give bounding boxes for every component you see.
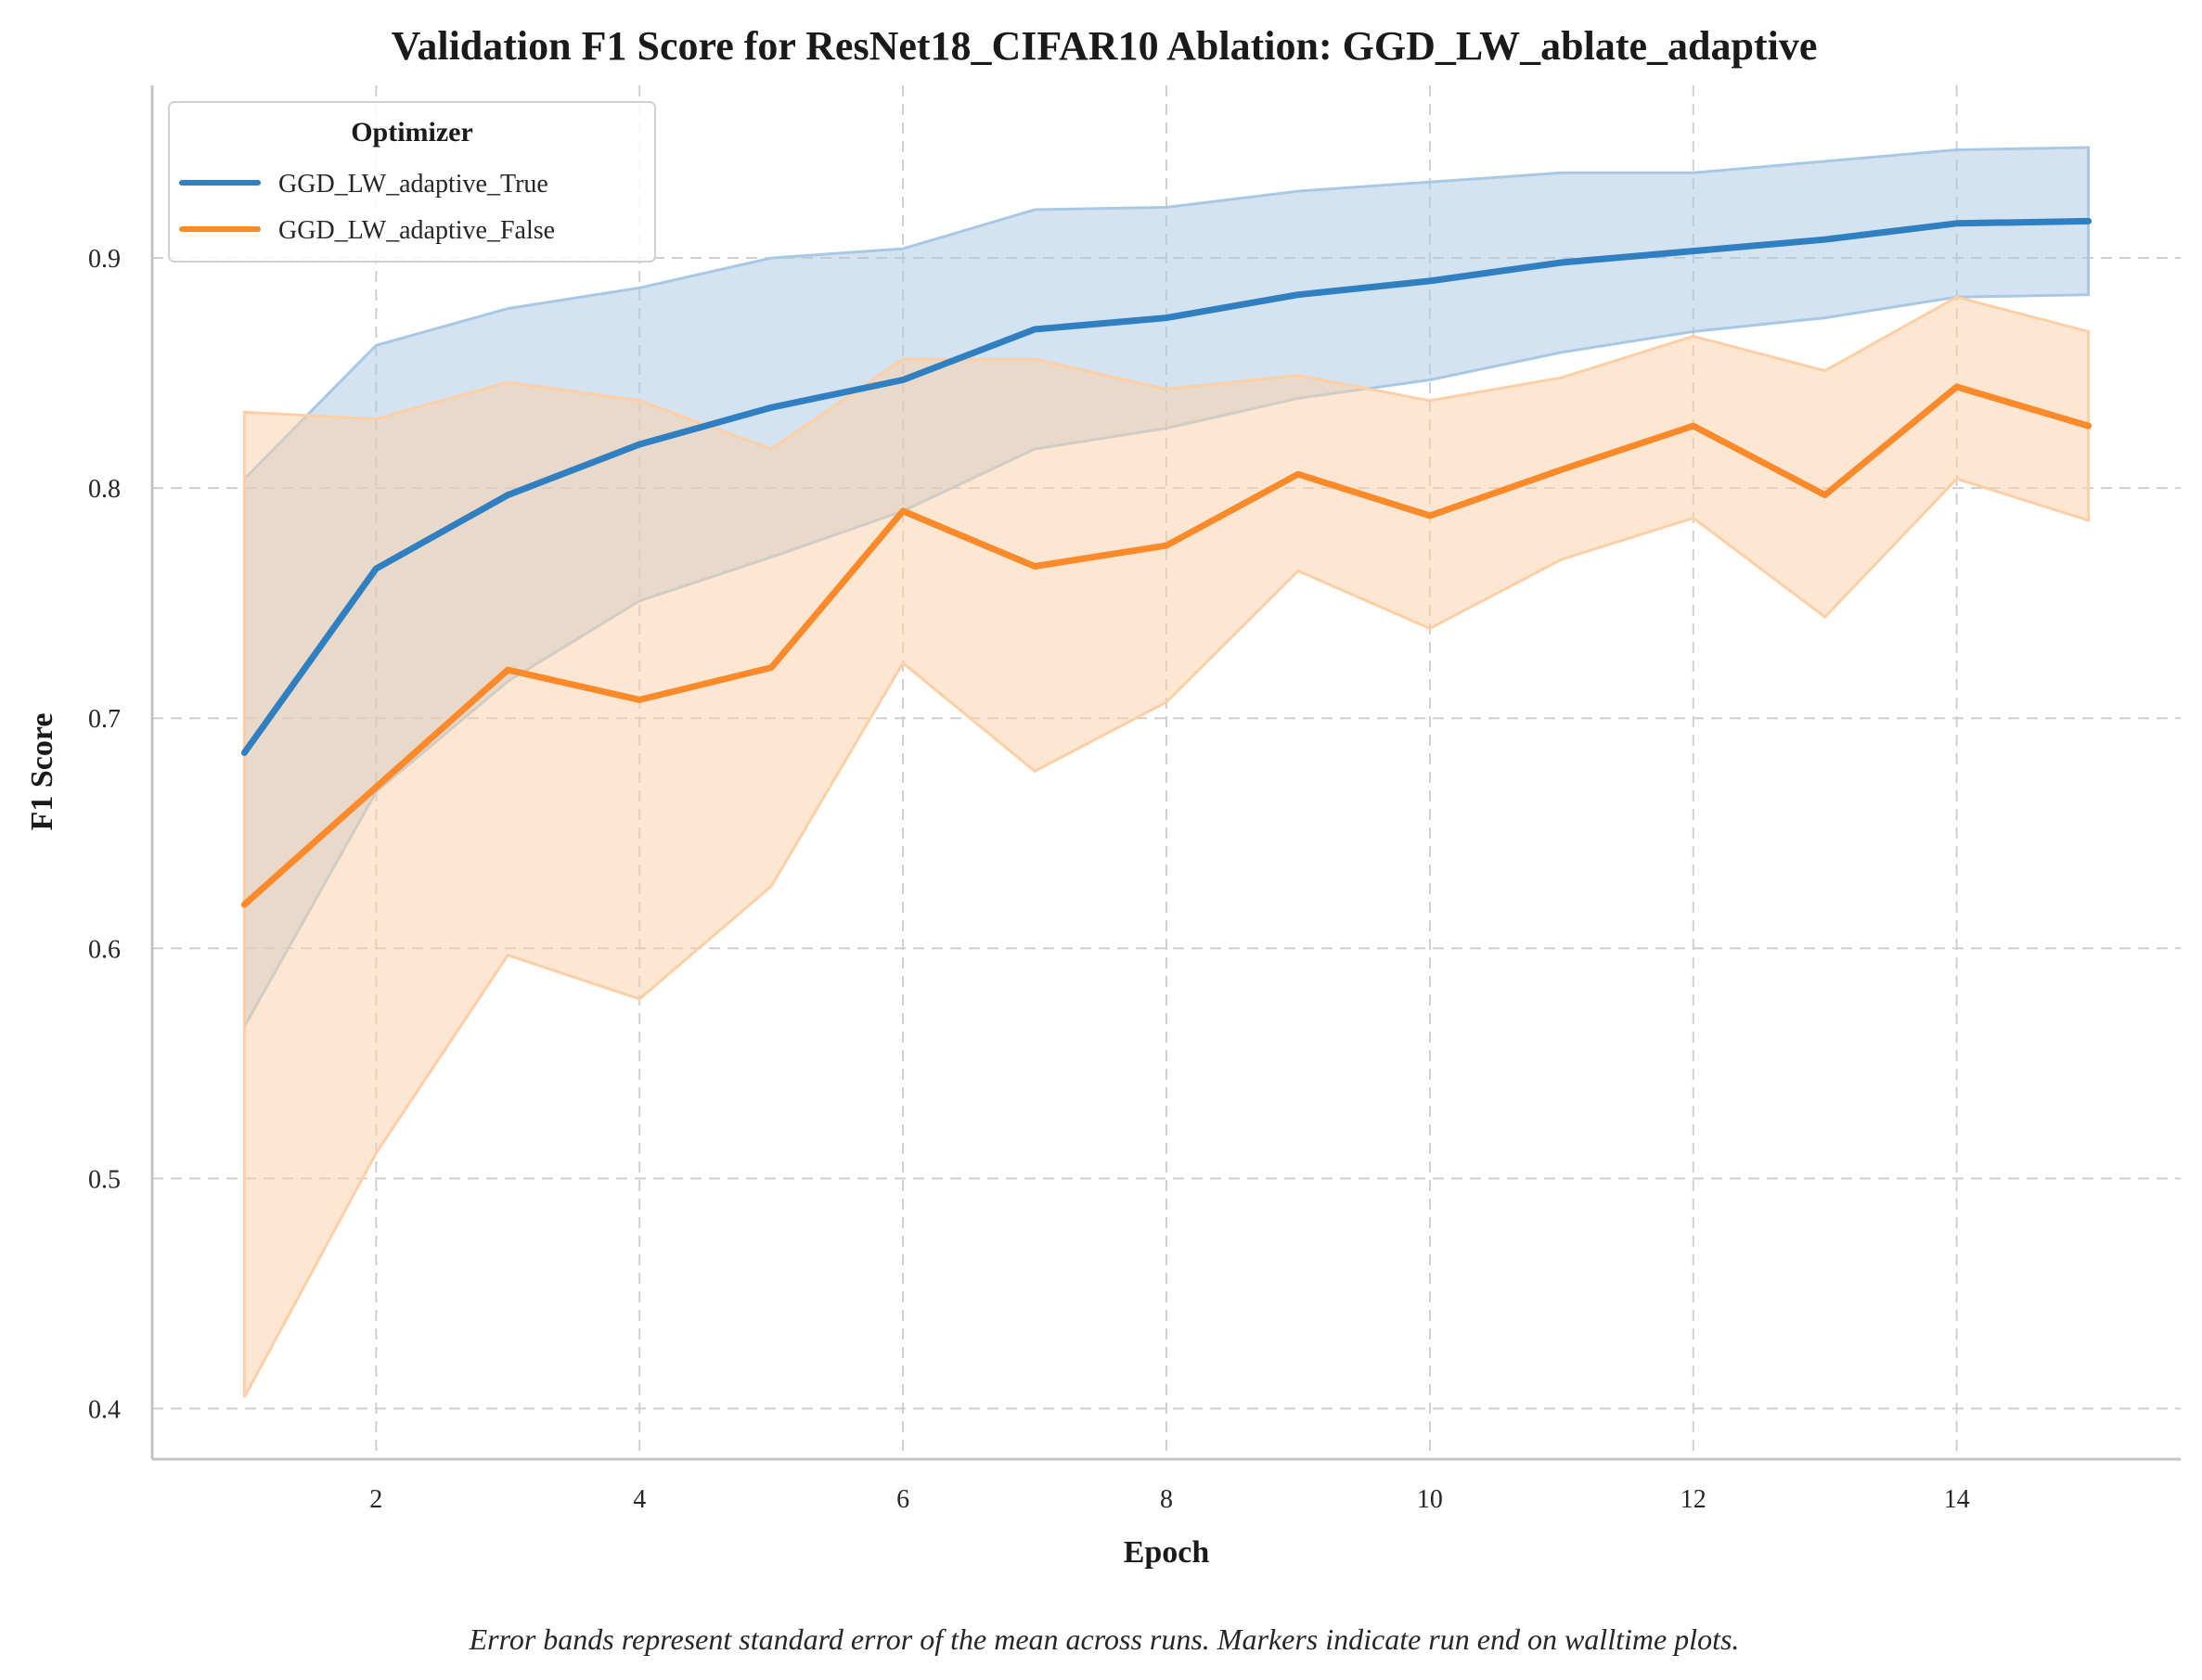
series-lines: [240, 217, 2093, 908]
legend: Optimizer GGD_LW_adaptive_True GGD_LW_ad…: [168, 101, 656, 263]
x-tick-label: 10: [1417, 1485, 1443, 1514]
x-tick-label: 14: [1944, 1485, 1970, 1514]
x-ticks: 2 4 6 8 10 12 14: [369, 1485, 1969, 1514]
y-ticks: 0.4 0.5 0.6 0.7 0.8 0.9: [88, 245, 121, 1424]
legend-label-false: GGD_LW_adaptive_False: [278, 216, 555, 245]
legend-label-true: GGD_LW_adaptive_True: [278, 170, 548, 199]
error-band-false: [242, 295, 2091, 1398]
chart-title: Validation F1 Score for ResNet18_CIFAR10…: [392, 23, 1818, 69]
error-bands: [242, 146, 2091, 1398]
y-tick-label: 0.7: [88, 705, 121, 734]
chart-caption: Error bands represent standard error of …: [469, 1622, 1740, 1656]
series-line-true: [240, 217, 2093, 756]
y-tick-label: 0.8: [88, 475, 121, 504]
y-tick-label: 0.5: [88, 1165, 121, 1194]
x-tick-label: 6: [896, 1485, 909, 1514]
y-tick-label: 0.9: [88, 245, 121, 274]
y-axis-label: F1 Score: [25, 713, 59, 831]
legend-title: Optimizer: [351, 117, 473, 147]
series-line-false: [240, 383, 2093, 908]
x-tick-label: 2: [369, 1485, 382, 1514]
y-tick-label: 0.4: [88, 1395, 121, 1424]
x-axis-label: Epoch: [1124, 1535, 1210, 1570]
legend-frame: [168, 101, 656, 263]
x-tick-label: 8: [1160, 1485, 1173, 1514]
y-tick-label: 0.6: [88, 935, 121, 964]
x-tick-label: 4: [633, 1485, 646, 1514]
x-tick-label: 12: [1680, 1485, 1706, 1514]
